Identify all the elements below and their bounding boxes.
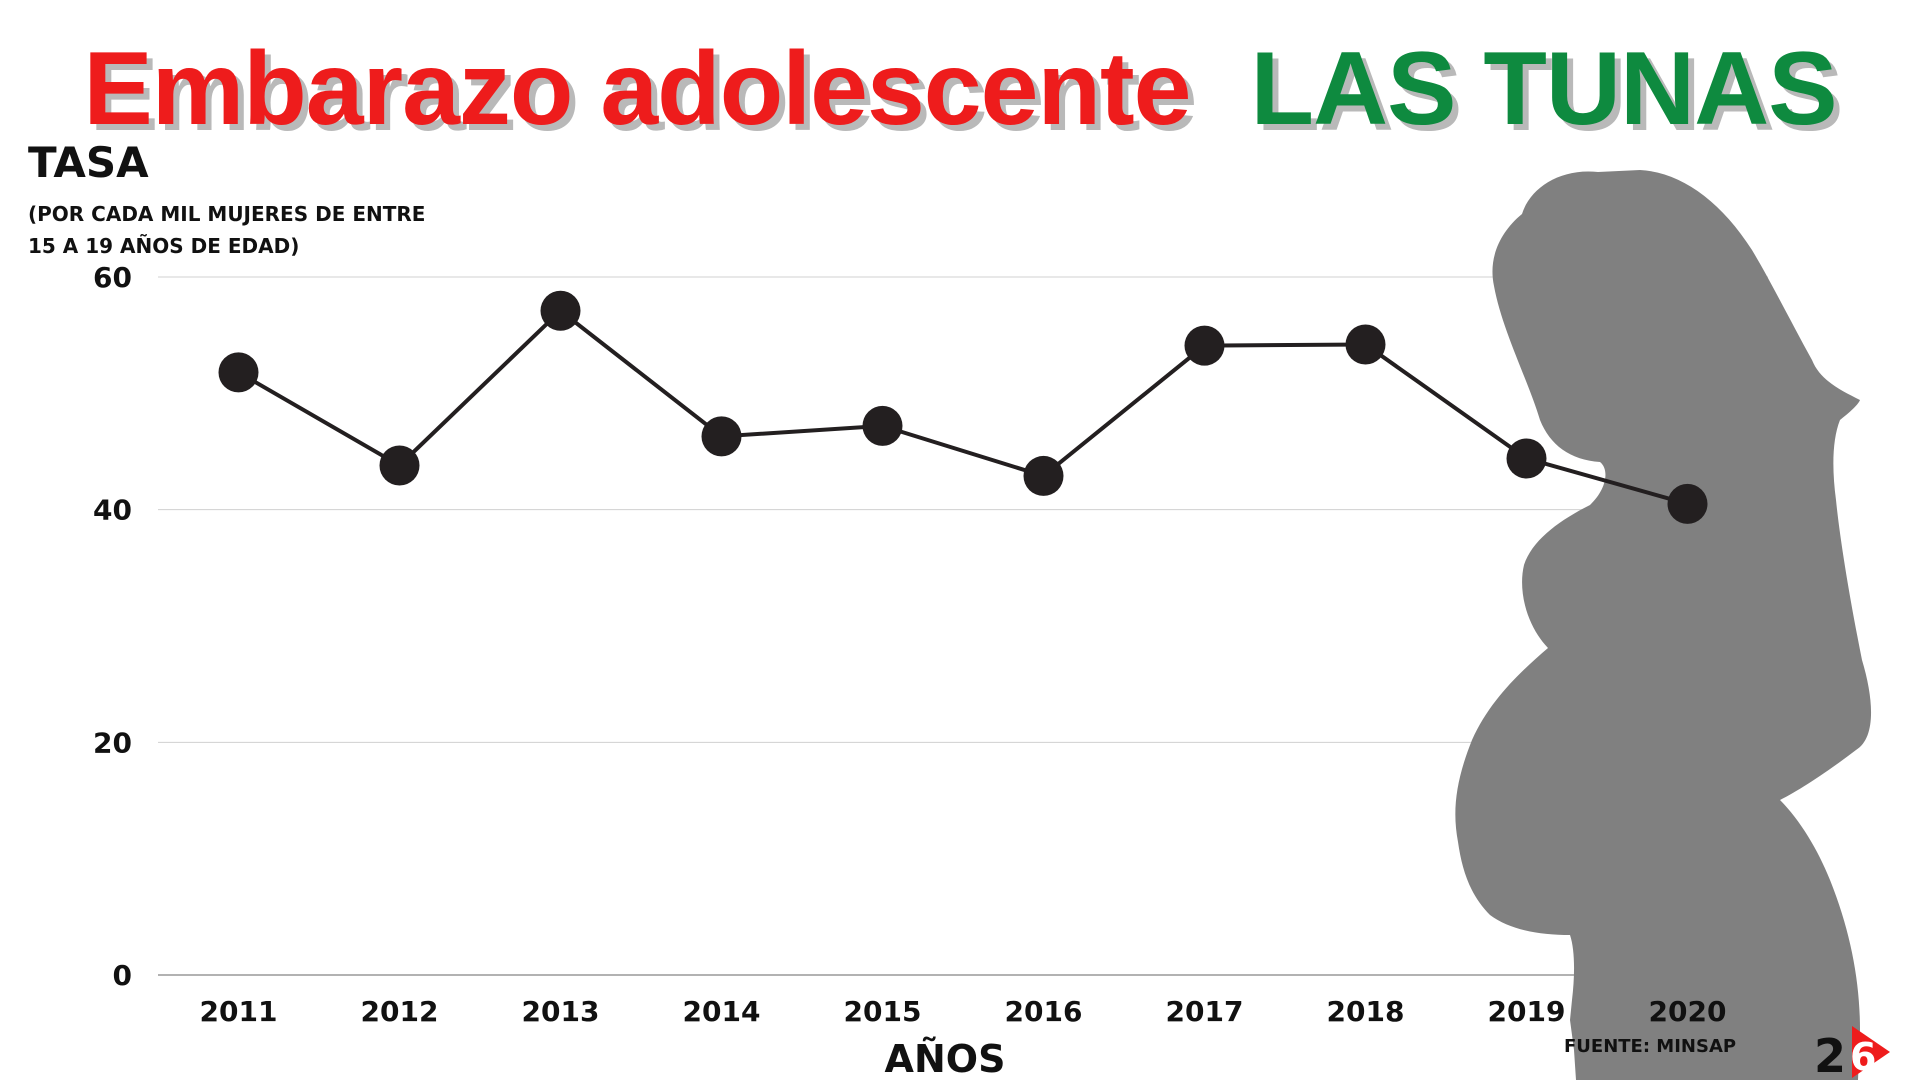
title-part-1: Embarazo adolescente	[83, 31, 1191, 147]
x-tick-label: 2012	[361, 995, 439, 1028]
chart-title: Embarazo adolescente LAS TUNAS	[0, 30, 1920, 150]
data-point	[701, 416, 742, 457]
series-line	[237, 308, 1689, 506]
x-tick-label: 2014	[683, 995, 761, 1028]
y-tick-label: 60	[93, 261, 132, 294]
data-point	[540, 290, 581, 331]
y-tick-label: 40	[93, 494, 132, 527]
data-point	[218, 352, 259, 393]
y-axis-title: TASA	[28, 138, 149, 187]
data-point	[1667, 483, 1708, 524]
data-point	[1184, 325, 1225, 366]
x-tick-label: 2016	[1005, 995, 1083, 1028]
svg-text:2: 2	[1814, 1029, 1846, 1080]
data-point	[862, 405, 903, 446]
source-note: FUENTE: MINSAP	[1564, 1036, 1737, 1057]
data-point	[1345, 324, 1386, 365]
x-tick-label: 2018	[1327, 995, 1405, 1028]
x-tick-label: 2015	[844, 995, 922, 1028]
x-tick-label: 2011	[200, 995, 278, 1028]
y-tick-label: 20	[93, 726, 132, 759]
data-point	[379, 445, 420, 486]
y-tick-label: 0	[113, 959, 132, 992]
pregnant-silhouette-icon	[1455, 170, 1872, 1080]
x-axis-title: AÑOS	[885, 1037, 1006, 1080]
data-point	[1506, 438, 1547, 479]
x-tick-label: 2017	[1166, 995, 1244, 1028]
x-tick-label: 2019	[1488, 995, 1566, 1028]
logo-26-icon: 2 6	[1814, 1026, 1890, 1080]
x-tick-label: 2020	[1649, 995, 1727, 1028]
x-tick-label: 2013	[522, 995, 600, 1028]
y-axis-subtitle: (POR CADA MIL MUJERES DE ENTRE 15 A 19 A…	[28, 202, 426, 258]
title-part-2: LAS TUNAS	[1250, 31, 1837, 147]
data-point	[1023, 455, 1064, 496]
svg-text:6: 6	[1850, 1035, 1876, 1079]
